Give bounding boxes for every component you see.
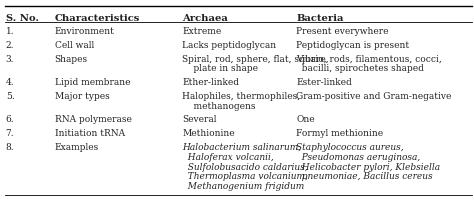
Text: Staphylococcus aureus,: Staphylococcus aureus,: [296, 142, 404, 151]
Text: Lipid membrane: Lipid membrane: [55, 78, 130, 87]
Text: Sulfolobusacido caldarius,: Sulfolobusacido caldarius,: [182, 162, 308, 171]
Text: 4.: 4.: [6, 78, 14, 87]
Text: methanogens: methanogens: [182, 101, 256, 110]
Text: 5.: 5.: [6, 91, 14, 100]
Text: Formyl methionine: Formyl methionine: [296, 129, 383, 137]
Text: 1.: 1.: [6, 27, 14, 36]
Text: Present everywhere: Present everywhere: [296, 27, 389, 36]
Text: Environment: Environment: [55, 27, 114, 36]
Text: Initiation tRNA: Initiation tRNA: [55, 129, 125, 137]
Text: Lacks peptidoglycan: Lacks peptidoglycan: [182, 41, 277, 50]
Text: Characteristics: Characteristics: [55, 14, 140, 23]
Text: Examples: Examples: [55, 142, 99, 151]
Text: plate in shape: plate in shape: [182, 64, 258, 73]
Text: Spiral, rod, sphere, flat, square,: Spiral, rod, sphere, flat, square,: [182, 54, 329, 63]
Text: Several: Several: [182, 115, 217, 124]
Text: Helicobacter pylori, Klebsiella: Helicobacter pylori, Klebsiella: [296, 162, 440, 171]
Text: Ether-linked: Ether-linked: [182, 78, 239, 87]
Text: Shapes: Shapes: [55, 54, 88, 63]
Text: Thermoplasma volcanium,: Thermoplasma volcanium,: [182, 171, 309, 180]
Text: pneumoniae, Bacillus cereus: pneumoniae, Bacillus cereus: [296, 171, 433, 180]
Text: 2.: 2.: [6, 41, 14, 50]
Text: Vibrio, rods, filamentous, cocci,: Vibrio, rods, filamentous, cocci,: [296, 54, 442, 63]
Text: 8.: 8.: [6, 142, 14, 151]
Text: S. No.: S. No.: [6, 14, 39, 23]
Text: Archaea: Archaea: [182, 14, 228, 23]
Text: Ester-linked: Ester-linked: [296, 78, 352, 87]
Text: Bacteria: Bacteria: [296, 14, 344, 23]
Text: Peptidoglycan is present: Peptidoglycan is present: [296, 41, 410, 50]
Text: Extreme: Extreme: [182, 27, 222, 36]
Text: Methionine: Methionine: [182, 129, 235, 137]
Text: Haloferax volcanii,: Haloferax volcanii,: [182, 152, 274, 161]
Text: Methanogenium frigidum: Methanogenium frigidum: [182, 181, 305, 190]
Text: 7.: 7.: [6, 129, 14, 137]
Text: Halobacterium salinarum,: Halobacterium salinarum,: [182, 142, 301, 151]
Text: Halophiles, thermophiles,: Halophiles, thermophiles,: [182, 91, 301, 100]
Text: RNA polymerase: RNA polymerase: [55, 115, 131, 124]
Text: Gram-positive and Gram-negative: Gram-positive and Gram-negative: [296, 91, 452, 100]
Text: One: One: [296, 115, 315, 124]
Text: 3.: 3.: [6, 54, 14, 63]
Text: bacilli, spirochetes shaped: bacilli, spirochetes shaped: [296, 64, 424, 73]
Text: Cell wall: Cell wall: [55, 41, 94, 50]
Text: 6.: 6.: [6, 115, 14, 124]
Text: Pseudomonas aeruginosa,: Pseudomonas aeruginosa,: [296, 152, 420, 161]
Text: Major types: Major types: [55, 91, 109, 100]
